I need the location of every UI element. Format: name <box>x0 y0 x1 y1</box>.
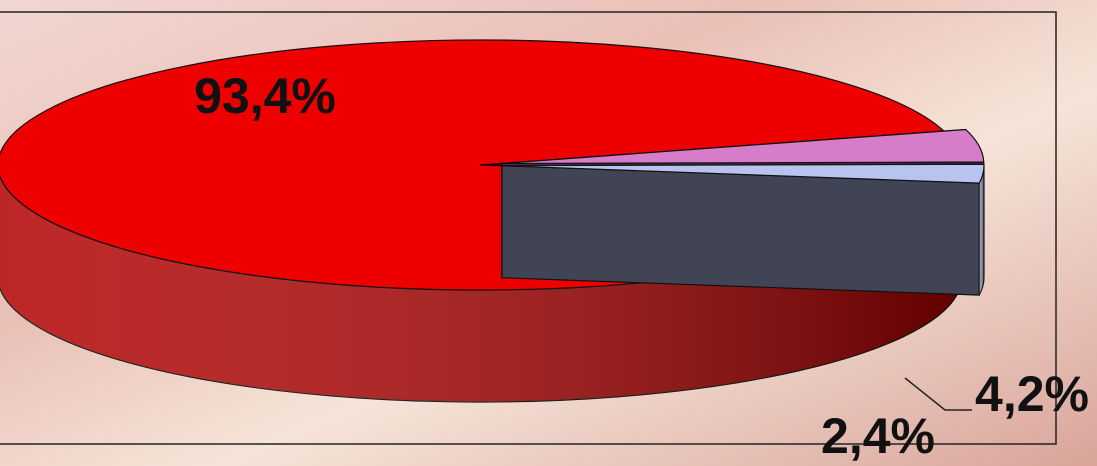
plot-frame <box>0 11 1057 445</box>
leader-line <box>904 377 972 411</box>
slice-top <box>501 128 985 165</box>
data-label: 4,2% <box>975 366 1089 422</box>
data-label: 93,4% <box>194 68 336 124</box>
slice-side-shade <box>979 165 984 296</box>
slice-wall <box>501 165 980 296</box>
slice-top <box>501 163 985 184</box>
data-label: 2,4% <box>821 408 935 464</box>
slice-side-shade <box>0 176 958 402</box>
